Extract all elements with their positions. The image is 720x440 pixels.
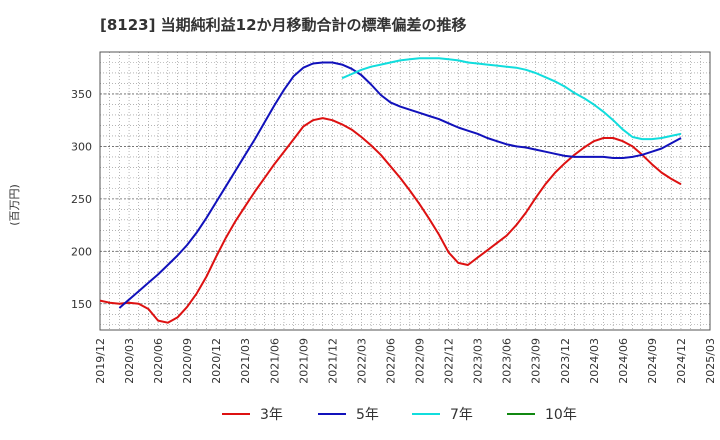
x-tick-label: 2020/03 (123, 338, 136, 384)
x-tick-label: 2020/09 (181, 338, 194, 384)
x-tick-label: 2021/09 (297, 338, 310, 384)
x-tick-label: 2022/06 (385, 338, 398, 384)
x-tick-label: 2023/06 (501, 338, 514, 384)
legend-label-1: 3年 (260, 407, 283, 423)
x-tick-label: 2022/09 (414, 338, 427, 384)
x-tick-label: 2025/03 (704, 338, 717, 384)
x-tick-label: 2024/06 (617, 338, 630, 384)
legend-label-2: 5年 (356, 407, 379, 423)
x-tick-label: 2024/12 (675, 338, 688, 384)
y-tick-label: 150 (71, 298, 92, 311)
x-tick-label: 2020/06 (152, 338, 165, 384)
plot-border (99, 51, 711, 331)
series-line-1 (99, 117, 682, 324)
chart-title: [8123] 当期純利益12か月移動合計の標準偏差の推移 (100, 16, 467, 34)
x-tick-label: 2023/09 (530, 338, 543, 384)
y-axis-label: (百万円) (8, 184, 21, 226)
plot-frame (99, 51, 711, 331)
x-tick-label: 2021/12 (326, 338, 339, 384)
legend-label-4: 10年 (545, 407, 577, 423)
y-tick-label: 250 (71, 193, 92, 206)
series-line-3 (341, 57, 682, 141)
grid (99, 51, 711, 330)
x-tick-label: 2022/12 (443, 338, 456, 384)
series-line-2 (118, 61, 682, 309)
x-tick-label: 2024/09 (646, 338, 659, 384)
x-tick-label: 2020/12 (210, 338, 223, 384)
x-tick-label: 2023/03 (472, 338, 485, 384)
x-tick-label: 2021/03 (239, 338, 252, 384)
y-axis-ticks: 150 200 250 300 350 (71, 88, 92, 311)
x-tick-label: 2023/12 (559, 338, 572, 384)
series-layer (99, 57, 682, 324)
legend-label-3: 7年 (450, 407, 473, 423)
x-tick-label: 2022/03 (355, 338, 368, 384)
y-tick-label: 200 (71, 245, 92, 258)
y-tick-label: 300 (71, 140, 92, 153)
x-tick-label: 2021/06 (268, 338, 281, 384)
x-tick-label: 2019/12 (94, 338, 107, 384)
y-tick-label: 350 (71, 88, 92, 101)
x-tick-label: 2024/03 (588, 338, 601, 384)
x-axis-ticks: 2019/12 2020/03 2020/06 2020/09 2020/12 2021/… (94, 338, 717, 384)
legend: 3年 5年 7年 10年 (222, 407, 577, 423)
